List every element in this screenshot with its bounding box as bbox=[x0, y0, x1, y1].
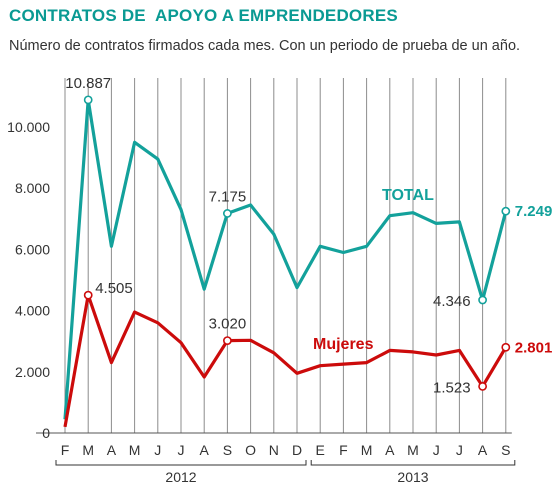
x-tick-label: O bbox=[245, 442, 256, 458]
year-label: 2013 bbox=[397, 469, 428, 485]
data-label: 4.346 bbox=[433, 293, 471, 310]
x-tick-label: A bbox=[200, 442, 210, 458]
x-tick-label: D bbox=[292, 442, 302, 458]
data-point-marker bbox=[222, 336, 232, 345]
x-tick-label: J bbox=[433, 442, 440, 458]
data-label: 10.887 bbox=[65, 75, 111, 92]
x-tick-label: A bbox=[385, 442, 395, 458]
x-tick-label: J bbox=[154, 442, 161, 458]
x-tick-label: M bbox=[361, 442, 373, 458]
chart-subtitle: Número de contratos firmados cada mes. C… bbox=[9, 38, 521, 54]
series-name-label: Mujeres bbox=[313, 336, 374, 353]
x-tick-label: E bbox=[316, 442, 325, 458]
data-label: 7.249 bbox=[515, 203, 553, 220]
x-tick-label: J bbox=[178, 442, 185, 458]
year-label: 2012 bbox=[165, 469, 196, 485]
series-line bbox=[63, 293, 508, 428]
x-tick-label: S bbox=[223, 442, 232, 458]
data-point-marker bbox=[478, 381, 487, 391]
x-tick-label: A bbox=[478, 442, 488, 458]
data-label: 2.801 bbox=[515, 339, 553, 356]
series-line bbox=[63, 98, 508, 420]
x-tick-label: J bbox=[456, 442, 463, 458]
x-tick-label: F bbox=[61, 442, 70, 458]
y-tick-label: 10.000 bbox=[7, 119, 50, 135]
x-tick-label: M bbox=[82, 442, 94, 458]
data-point-marker bbox=[478, 295, 487, 305]
y-tick-label: 8.000 bbox=[15, 180, 50, 196]
data-label: 3.020 bbox=[209, 316, 247, 333]
x-tick-label: M bbox=[129, 442, 141, 458]
x-tick-label: M bbox=[407, 442, 419, 458]
y-tick-label: 2.000 bbox=[15, 364, 50, 380]
data-point-marker bbox=[83, 95, 93, 105]
data-point-marker bbox=[501, 342, 511, 352]
x-tick-label: A bbox=[107, 442, 117, 458]
y-tick-label: 4.000 bbox=[15, 303, 50, 319]
series-name-label: TOTAL bbox=[382, 187, 434, 204]
y-tick-label: 0 bbox=[42, 425, 50, 441]
series-lines bbox=[63, 98, 508, 428]
x-tick-label: F bbox=[339, 442, 348, 458]
data-point-marker bbox=[83, 290, 93, 300]
y-tick-label: 6.000 bbox=[15, 241, 50, 257]
grid-lines bbox=[64, 78, 507, 433]
data-point-marker bbox=[501, 206, 511, 216]
data-point-marker bbox=[222, 209, 232, 218]
data-label: 4.505 bbox=[95, 280, 133, 297]
data-label: 1.523 bbox=[433, 379, 471, 396]
year-bracket bbox=[310, 460, 516, 466]
chart-title: CONTRATOS DE APOYO A EMPRENDEDORES bbox=[9, 6, 398, 25]
year-bracket bbox=[55, 460, 307, 466]
data-label: 7.175 bbox=[209, 188, 247, 205]
data-labels: TOTAL Mujeres 10.887 7.175 4.346 7.249 4.505 3.… bbox=[65, 75, 552, 397]
x-tick-label: N bbox=[269, 442, 279, 458]
x-tick-label: S bbox=[501, 442, 510, 458]
